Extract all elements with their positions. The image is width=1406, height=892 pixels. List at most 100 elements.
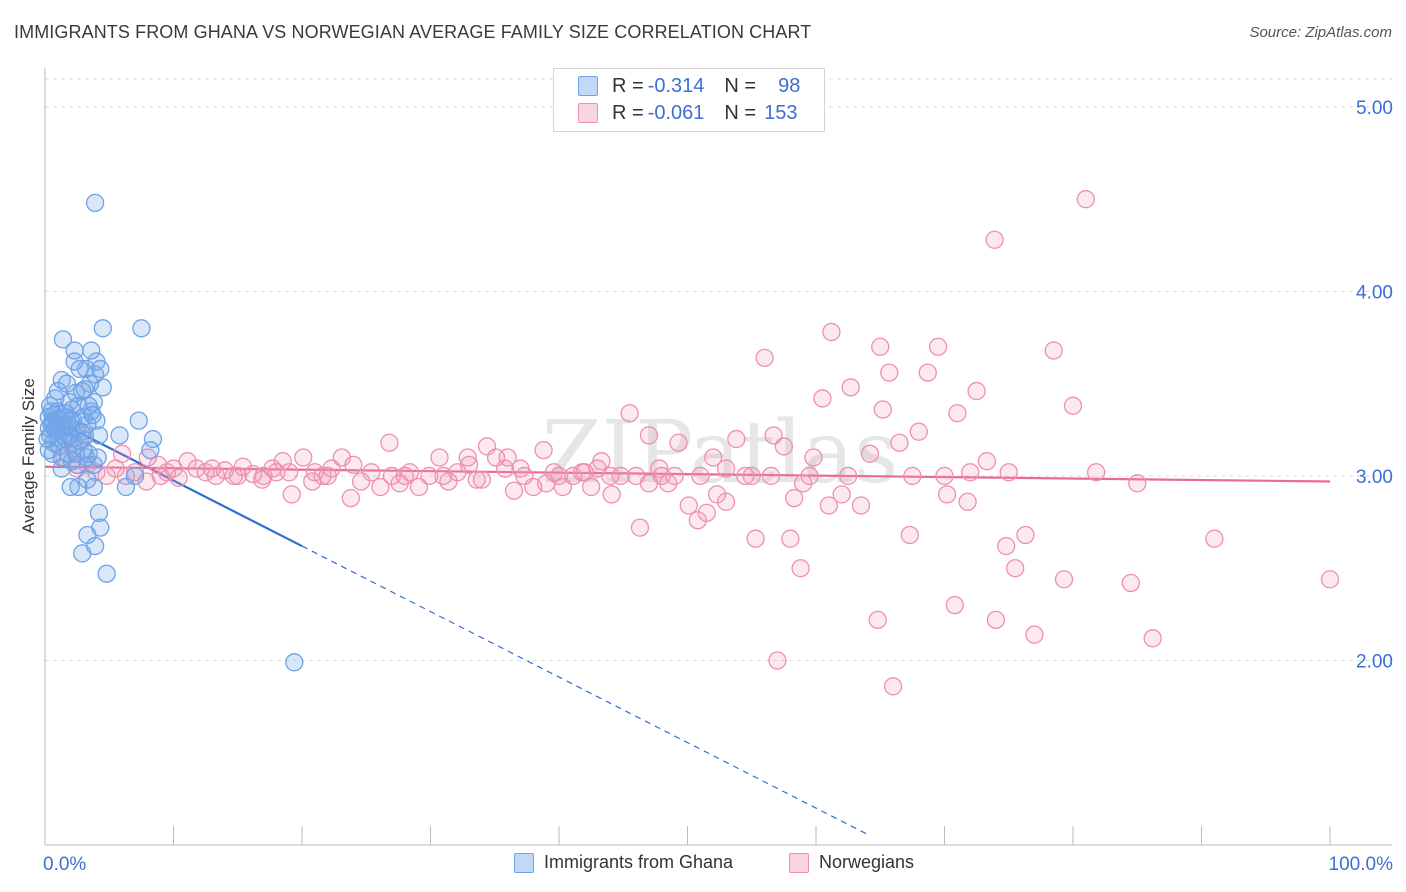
bottom-legend-label-norwegians: Norwegians [819, 852, 915, 872]
tick-labels: 2.00 3.00 4.00 5.00 0.0% 100.0% [43, 98, 1393, 875]
legend-row-norwegians: R = -0.061 N = 153 [578, 100, 797, 126]
point-norwegian [549, 466, 569, 486]
point-ghana [43, 444, 62, 463]
point-norwegian [669, 433, 688, 452]
gridlines [45, 78, 1392, 661]
point-norwegian [279, 463, 299, 482]
point-norwegian [935, 466, 954, 486]
stats-legend: R = -0.314 N = 98 R = -0.061 N = 153 [553, 68, 825, 132]
point-ghana [53, 330, 73, 349]
point-norwegian [639, 474, 659, 493]
point-ghana [89, 426, 109, 445]
y-tick-label: 3.00 [1356, 467, 1393, 488]
point-norwegian [620, 404, 639, 423]
point-ghana [97, 564, 116, 583]
point-norwegian [273, 452, 292, 471]
point-norwegian [362, 463, 381, 482]
y-tick-label: 5.00 [1356, 98, 1393, 119]
point-norwegian [958, 492, 977, 511]
point-norwegian [900, 525, 919, 545]
point-norwegian [746, 529, 765, 548]
bottom-legend-swatch-pink [789, 852, 809, 873]
point-ghana [110, 426, 129, 445]
r-value: -0.061 [647, 101, 705, 124]
point-norwegian [138, 448, 157, 467]
point-ghana [70, 431, 89, 451]
point-norwegian [459, 455, 479, 475]
point-norwegian [1205, 529, 1224, 548]
point-ghana [88, 448, 107, 467]
point-norwegian [1025, 625, 1044, 644]
point-norwegian [679, 496, 698, 515]
point-ghana [91, 359, 110, 379]
data-points [38, 190, 1340, 696]
point-norwegian [472, 470, 492, 489]
bottom-legend-norwegians[interactable]: Norwegians [789, 852, 914, 873]
point-ghana [73, 544, 92, 563]
point-ghana [75, 426, 94, 445]
point-norwegian [169, 468, 188, 487]
point-norwegian [534, 440, 553, 460]
point-norwegian [838, 466, 858, 486]
point-norwegian [742, 466, 761, 486]
point-norwegian [380, 433, 399, 452]
y-axis-label: Average Family Size [19, 378, 38, 534]
point-norwegian [187, 459, 206, 478]
point-norwegian [495, 459, 515, 478]
point-norwegian [164, 459, 183, 478]
point-norwegian [977, 452, 997, 471]
point-norwegian [871, 337, 890, 356]
point-ghana [132, 319, 151, 338]
point-norwegian [318, 466, 337, 486]
bottom-legend-swatch-blue [514, 852, 534, 873]
bottom-legend-label-ghana: Immigrants from Ghana [544, 852, 734, 872]
point-norwegian [937, 485, 957, 504]
point-norwegian [659, 474, 678, 493]
point-norwegian [822, 322, 841, 342]
point-norwegian [716, 459, 736, 478]
point-norwegian [704, 448, 723, 467]
point-norwegian [928, 337, 948, 356]
point-norwegian [697, 503, 716, 523]
point-ghana [143, 429, 163, 449]
point-norwegian [948, 404, 967, 423]
point-ghana [78, 470, 97, 489]
point-norwegian [868, 610, 887, 630]
point-norwegian [880, 363, 899, 382]
point-ghana [93, 319, 112, 338]
point-norwegian [233, 457, 253, 476]
trend-line-ghana-extrapolated [301, 545, 868, 835]
point-norwegian [791, 559, 810, 578]
point-norwegian [639, 426, 659, 445]
point-norwegian [841, 378, 860, 397]
point-ghana [46, 389, 65, 408]
point-ghana [65, 341, 84, 360]
point-ghana [70, 359, 89, 379]
point-norwegian [819, 496, 838, 515]
point-norwegian [395, 466, 414, 486]
r-label: R = [612, 101, 644, 124]
point-norwegian [202, 459, 222, 478]
point-norwegian [430, 448, 449, 467]
point-norwegian [860, 444, 880, 463]
point-ghana [48, 428, 67, 447]
point-norwegian [997, 536, 1016, 556]
point-norwegian [909, 422, 928, 441]
point-norwegian [1320, 570, 1340, 589]
point-ghana [61, 477, 80, 497]
point-norwegian [768, 651, 787, 670]
point-ghana [125, 466, 145, 486]
point-norwegian [611, 466, 630, 486]
point-norwegian [967, 381, 986, 401]
x-tick-label-end: 100.0% [1329, 854, 1394, 875]
n-value: 98 [778, 74, 801, 97]
point-norwegian [883, 677, 903, 696]
point-norwegian [903, 466, 922, 486]
bottom-legend-ghana[interactable]: Immigrants from Ghana [514, 852, 733, 873]
point-norwegian [1006, 559, 1025, 578]
point-norwegian [781, 529, 800, 548]
point-norwegian [873, 400, 892, 419]
y-tick-label: 2.00 [1356, 651, 1393, 672]
point-norwegian [832, 485, 851, 504]
point-norwegian [458, 448, 477, 467]
